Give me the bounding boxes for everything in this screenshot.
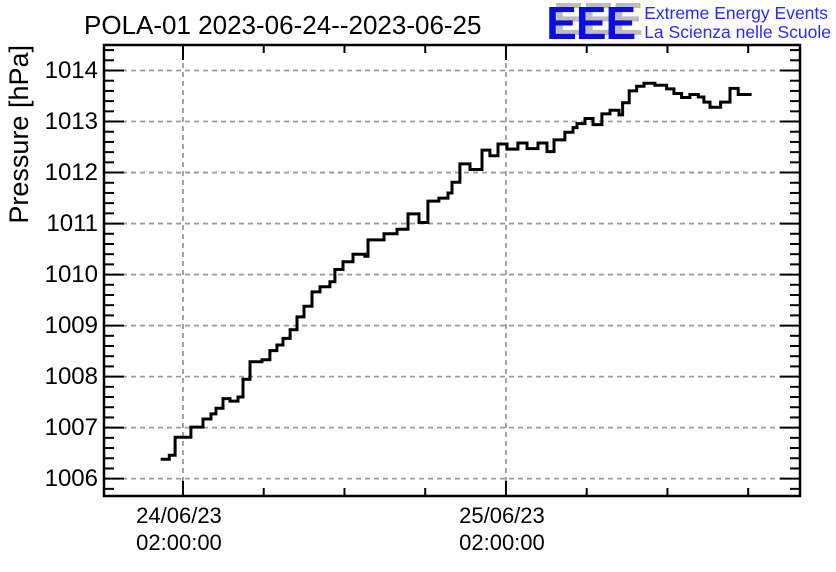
y-tick-label: 1008 <box>44 362 98 390</box>
eee-logo-line1: Extreme Energy Events <box>644 3 829 23</box>
y-tick-label: 1007 <box>44 413 98 441</box>
x-tick-label-line: 24/06/23 <box>136 503 222 528</box>
y-tick-label: 1006 <box>44 464 98 492</box>
x-tick-label: 25/06/23 02:00:00 <box>434 502 570 556</box>
eee-logo-acronym: EEE <box>546 0 636 49</box>
x-tick-label-line: 25/06/23 <box>459 503 545 528</box>
pressure-step-line <box>160 81 752 461</box>
plot-frame <box>102 43 802 498</box>
x-tick-label-line: 02:00:00 <box>459 530 545 555</box>
y-tick-label: 1014 <box>44 56 98 84</box>
eee-logo: EEE Extreme Energy Events La Scienza nel… <box>546 0 831 49</box>
y-tick-label: 1009 <box>44 311 98 339</box>
eee-logo-line2: La Scienza nelle Scuole <box>644 22 831 42</box>
y-tick-label: 1013 <box>44 107 98 135</box>
x-tick-label: 24/06/23 02:00:00 <box>111 502 247 556</box>
x-tick-label-line: 02:00:00 <box>136 530 222 555</box>
plot-title: POLA-01 2023-06-24--2023-06-25 <box>84 10 482 40</box>
eee-logo-text: Extreme Energy Events La Scienza nelle S… <box>644 4 831 42</box>
y-tick-label: 1011 <box>46 209 98 237</box>
y-tick-label: 1010 <box>44 260 98 288</box>
y-tick-label: 1012 <box>44 158 98 186</box>
